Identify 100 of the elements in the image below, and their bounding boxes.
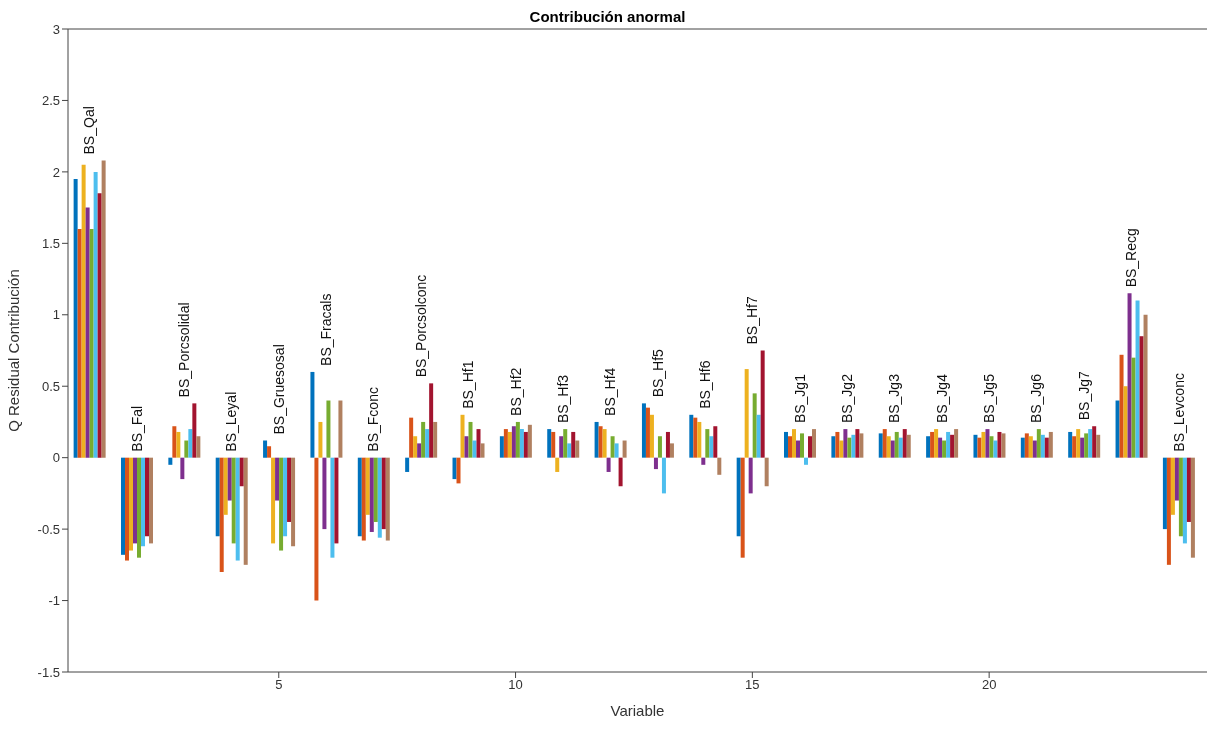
bar <box>602 429 607 458</box>
bar <box>322 457 327 530</box>
bar <box>310 371 315 458</box>
y-tick-label: -0.5 <box>37 521 60 537</box>
bar <box>93 171 98 458</box>
bar <box>231 457 236 544</box>
bar <box>409 417 414 458</box>
bar <box>808 436 813 458</box>
bar <box>519 429 524 458</box>
bar <box>472 440 477 458</box>
bar <box>168 457 173 465</box>
bar <box>314 457 319 601</box>
annotation: BS_Jg6 <box>1028 373 1045 424</box>
bar <box>567 443 572 458</box>
bar <box>740 457 745 558</box>
bar <box>1084 433 1089 458</box>
bar <box>902 429 907 458</box>
bar <box>377 457 382 538</box>
bar <box>930 431 935 458</box>
bar <box>835 431 840 458</box>
bar <box>263 440 268 458</box>
bar <box>618 457 623 487</box>
bar <box>563 429 568 458</box>
bar <box>515 421 520 458</box>
bar <box>890 440 895 458</box>
y-axis-title: Q Residual Contribución <box>5 269 23 432</box>
bar <box>709 436 714 458</box>
bar <box>898 437 903 458</box>
bar <box>283 457 288 537</box>
bar <box>1040 434 1045 458</box>
bar <box>192 403 197 458</box>
bar <box>1131 357 1136 458</box>
bar <box>385 457 390 541</box>
y-tick-label: 1 <box>52 307 60 323</box>
bar <box>1020 437 1025 458</box>
x-tick-label: 10 <box>508 677 523 693</box>
bar <box>132 457 137 544</box>
bar <box>287 457 292 522</box>
y-tick-label: 1.5 <box>41 235 60 251</box>
bar <box>523 431 528 458</box>
bar <box>456 457 461 484</box>
bar <box>555 457 560 472</box>
bar <box>839 440 844 458</box>
bar <box>136 457 141 558</box>
bar <box>1032 440 1037 458</box>
bar <box>736 457 741 537</box>
bar <box>326 400 331 458</box>
bar <box>800 433 805 458</box>
bar <box>752 393 757 458</box>
bar <box>575 440 580 458</box>
bar <box>997 431 1002 458</box>
bar <box>330 457 335 558</box>
bar <box>760 350 765 458</box>
bar <box>1170 457 1175 515</box>
bar <box>1080 437 1085 458</box>
bar <box>1088 429 1093 458</box>
bar <box>1190 457 1195 558</box>
bar <box>433 421 438 458</box>
annotation: BS_Hf3 <box>554 374 571 424</box>
bar <box>1139 336 1144 458</box>
annotation: BS_Fracals <box>318 293 335 366</box>
bar <box>511 426 516 458</box>
bar <box>1024 433 1029 458</box>
bar <box>934 429 939 458</box>
bar <box>705 429 710 458</box>
bar <box>180 457 185 480</box>
bar <box>973 434 978 458</box>
bar <box>405 457 410 472</box>
bar <box>499 436 504 458</box>
bar <box>812 429 817 458</box>
bar <box>1001 433 1006 458</box>
annotation: BS_Hf4 <box>602 367 619 416</box>
bar <box>657 436 662 458</box>
bar <box>429 383 434 458</box>
bar <box>373 457 378 522</box>
bar <box>985 429 990 458</box>
bar <box>85 207 90 458</box>
bar <box>227 457 232 501</box>
bar <box>1186 457 1191 522</box>
bar <box>661 457 666 494</box>
bar <box>1174 457 1179 501</box>
bar <box>97 193 102 458</box>
bar <box>417 443 422 458</box>
bar <box>701 457 706 465</box>
bar <box>878 433 883 458</box>
bar <box>981 431 986 458</box>
bar <box>894 431 899 458</box>
bar <box>859 433 864 458</box>
annotation: BS_Porcsolconc <box>412 274 429 378</box>
bar <box>1096 434 1101 458</box>
annotation: BS_Hf2 <box>507 367 524 416</box>
x-tick-label: 15 <box>745 677 760 693</box>
bar <box>452 457 457 480</box>
y-tick-label: 2 <box>52 164 60 180</box>
bar <box>1182 457 1187 544</box>
bar <box>697 421 702 458</box>
bar <box>480 443 485 458</box>
bar <box>365 457 370 515</box>
annotation: BS_Jg2 <box>839 373 856 424</box>
bar <box>223 457 228 515</box>
